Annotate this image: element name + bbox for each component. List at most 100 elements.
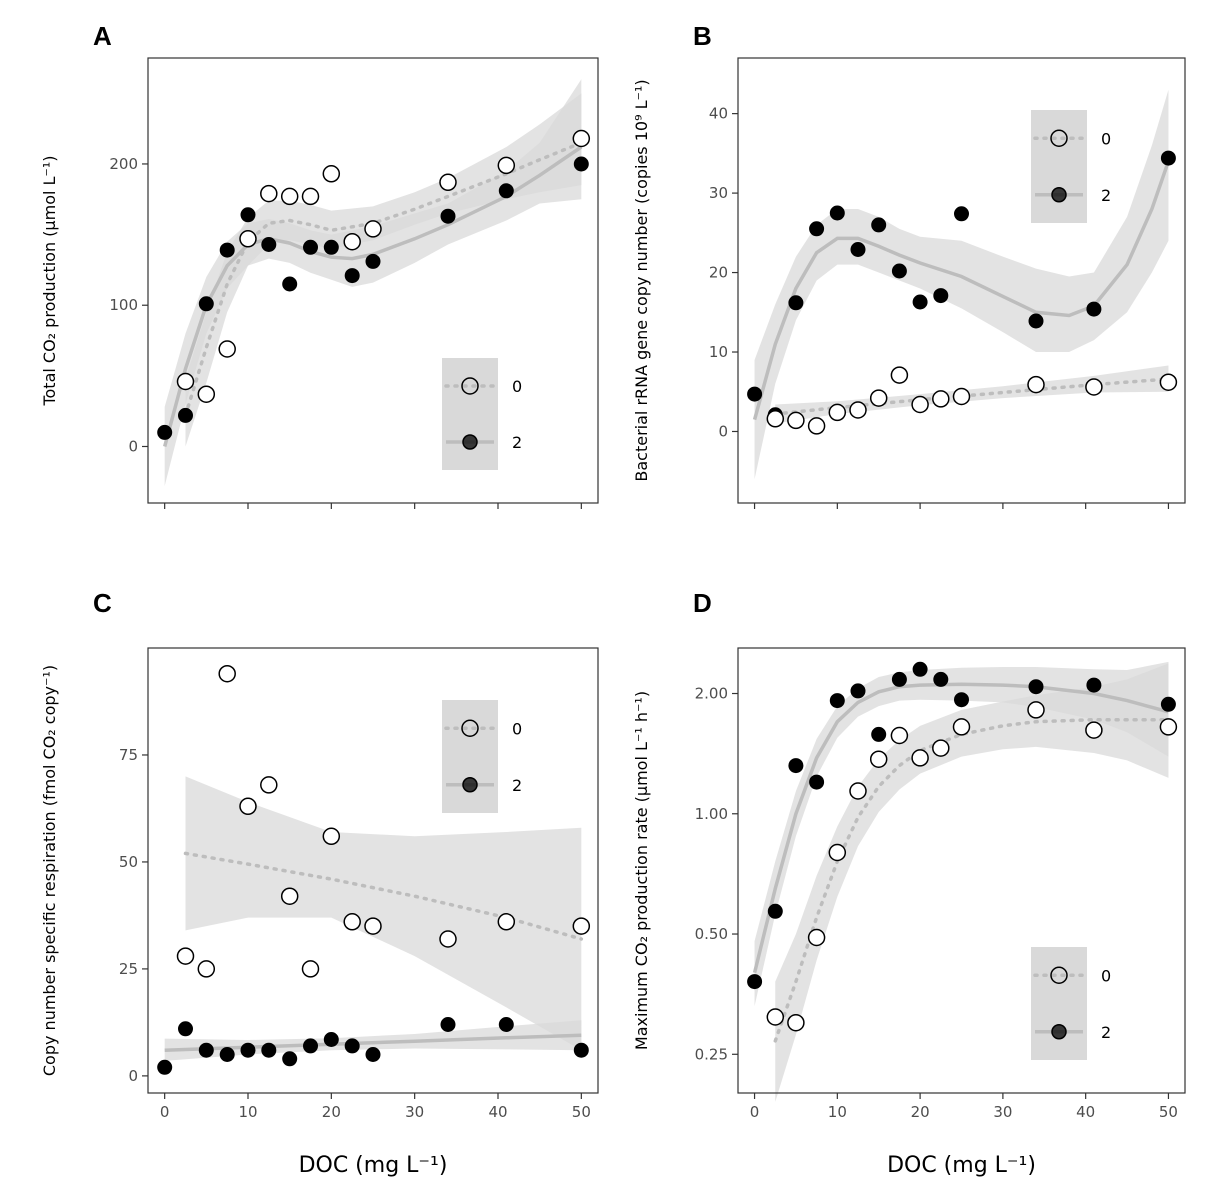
data-point-2 bbox=[240, 1042, 256, 1058]
y-tick-label: 20 bbox=[709, 264, 728, 282]
legend-marker-0 bbox=[1050, 966, 1068, 984]
trend-line-0 bbox=[183, 141, 584, 418]
data-point-2 bbox=[344, 268, 360, 284]
data-point-2 bbox=[198, 296, 214, 312]
y-tick-label: 75 bbox=[119, 746, 138, 764]
data-point-0 bbox=[1159, 718, 1178, 736]
x-tick-label: 20 bbox=[911, 1103, 930, 1121]
data-point-0 bbox=[849, 782, 867, 800]
trend-line-2 bbox=[752, 160, 1171, 421]
data-point-0 bbox=[572, 917, 591, 935]
legend-marker-0 bbox=[461, 719, 479, 737]
data-point-0 bbox=[364, 917, 382, 935]
data-point-2 bbox=[219, 242, 235, 258]
data-point-0 bbox=[218, 664, 236, 683]
data-point-2 bbox=[498, 1017, 514, 1032]
plot-frame bbox=[737, 647, 1186, 1094]
data-point-2 bbox=[912, 661, 928, 677]
x-tick-label: 20 bbox=[322, 1103, 341, 1121]
data-point-0 bbox=[301, 960, 320, 978]
data-point-0 bbox=[439, 930, 457, 948]
legend-marker-2 bbox=[1051, 187, 1067, 203]
legend-label-0: 0 bbox=[1101, 966, 1111, 985]
y-axis-title: Bacterial rRNA gene copy number (copies … bbox=[632, 79, 651, 481]
data-point-2 bbox=[261, 1042, 277, 1058]
legend-label-2: 2 bbox=[1101, 186, 1111, 205]
plot-frame bbox=[147, 647, 599, 1094]
data-point-2 bbox=[365, 1047, 381, 1062]
panel-label: D bbox=[693, 588, 712, 618]
data-point-0 bbox=[807, 417, 826, 435]
data-point-2 bbox=[323, 239, 339, 255]
data-point-2 bbox=[788, 295, 804, 311]
data-point-2 bbox=[498, 183, 514, 199]
data-point-2 bbox=[178, 407, 193, 423]
data-point-0 bbox=[197, 385, 216, 403]
data-point-2 bbox=[829, 693, 845, 709]
panel-label: C bbox=[93, 588, 112, 618]
data-point-0 bbox=[260, 776, 278, 794]
confidence-band-0 bbox=[185, 776, 582, 1051]
x-tick-label: 10 bbox=[238, 1103, 257, 1121]
x-tick-label: 40 bbox=[1076, 1103, 1095, 1121]
legend-label-0: 0 bbox=[512, 377, 522, 396]
data-point-0 bbox=[322, 165, 341, 183]
trend-line-0 bbox=[773, 377, 1171, 416]
data-point-2 bbox=[1086, 301, 1102, 317]
data-point-2 bbox=[198, 1042, 214, 1058]
data-point-0 bbox=[364, 220, 382, 238]
data-point-0 bbox=[807, 928, 826, 947]
data-point-0 bbox=[1159, 373, 1178, 391]
legend: 02 bbox=[1031, 110, 1111, 223]
data-point-2 bbox=[891, 263, 907, 279]
x-tick-label: 0 bbox=[160, 1103, 170, 1121]
y-tick-label: 50 bbox=[119, 853, 138, 871]
legend-key-background bbox=[1031, 110, 1087, 223]
data-point-2 bbox=[323, 1032, 339, 1047]
y-tick-label: 40 bbox=[709, 105, 728, 123]
legend-marker-2 bbox=[462, 434, 478, 450]
data-point-2 bbox=[282, 1051, 298, 1067]
data-point-2 bbox=[767, 903, 783, 919]
data-point-2 bbox=[440, 208, 456, 224]
data-point-2 bbox=[365, 253, 381, 269]
data-point-2 bbox=[809, 221, 825, 237]
trend-line-0 bbox=[183, 851, 584, 941]
data-point-0 bbox=[1027, 701, 1045, 719]
legend-marker-0 bbox=[1050, 129, 1068, 147]
legend-label-0: 0 bbox=[1101, 129, 1111, 148]
data-point-0 bbox=[260, 184, 278, 203]
data-point-0 bbox=[787, 1013, 805, 1032]
panel-label: A bbox=[93, 21, 112, 51]
x-tick-label: 40 bbox=[488, 1103, 507, 1121]
y-tick-label: 0 bbox=[128, 437, 138, 455]
data-point-2 bbox=[871, 726, 887, 742]
data-point-0 bbox=[239, 230, 257, 248]
legend-key-background bbox=[1031, 947, 1087, 1060]
y-axis-title: Total CO₂ production (μmol L⁻¹) bbox=[40, 155, 59, 406]
data-point-0 bbox=[343, 913, 361, 931]
data-point-0 bbox=[301, 187, 320, 206]
y-tick-label: 2.00 bbox=[695, 685, 728, 703]
data-point-0 bbox=[497, 156, 516, 175]
y-tick-label: 25 bbox=[119, 960, 138, 978]
data-point-2 bbox=[344, 1038, 360, 1054]
data-point-0 bbox=[218, 340, 236, 358]
legend: 02 bbox=[442, 358, 522, 470]
data-point-2 bbox=[809, 774, 825, 790]
data-point-2 bbox=[933, 671, 949, 687]
y-tick-label: 0 bbox=[128, 1067, 138, 1085]
data-point-0 bbox=[280, 187, 299, 206]
y-tick-label: 30 bbox=[709, 184, 728, 202]
data-point-2 bbox=[573, 1042, 589, 1058]
data-point-2 bbox=[891, 671, 907, 687]
data-point-2 bbox=[1028, 679, 1044, 695]
panel-label: B bbox=[693, 21, 712, 51]
plot-frame bbox=[737, 57, 1186, 504]
y-tick-label: 0.50 bbox=[695, 925, 728, 943]
data-point-2 bbox=[747, 386, 763, 402]
legend: 02 bbox=[442, 700, 522, 813]
